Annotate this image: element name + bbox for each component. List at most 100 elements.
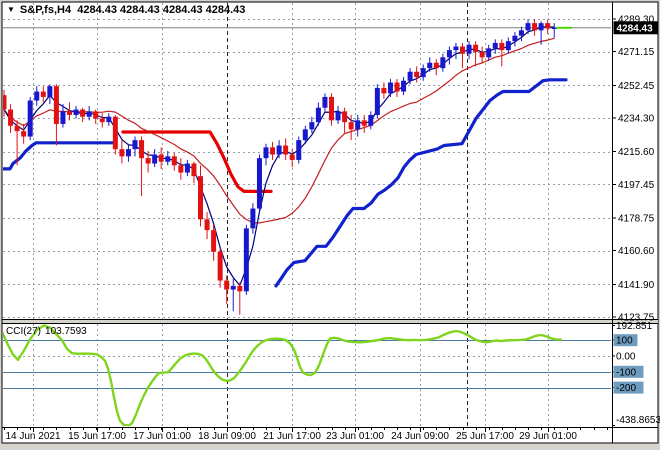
cci-axis-label: 100 xyxy=(616,336,633,347)
price-axis-label: 4160.60 xyxy=(618,246,655,257)
time-axis[interactable]: 14 Jun 2021 15 Jun 17:00 17 Jun 01:00 18 Ju… xyxy=(4,428,608,442)
cci-axis-label: -200 xyxy=(616,383,636,394)
bear-candle-body xyxy=(53,86,59,124)
bear-candle-body xyxy=(198,176,203,220)
cci-level-badge xyxy=(613,334,638,347)
bear-candle-body xyxy=(532,23,538,31)
bear-candle-body xyxy=(80,109,86,117)
bull-candle-body xyxy=(86,111,92,117)
time-axis-label: 25 Jun 17:00 xyxy=(456,431,514,442)
ohlc-values: 4284.43 4284.43 4284.43 4284.43 xyxy=(77,4,246,16)
price-axis-label: 4123.75 xyxy=(618,312,655,323)
bull-candle-body xyxy=(401,80,407,92)
bear-candle-body xyxy=(283,145,289,155)
bear-candle-body xyxy=(329,96,334,121)
bear-candle-body xyxy=(99,118,105,123)
bull-candle-body xyxy=(256,158,262,209)
bull-candle-body xyxy=(184,163,190,173)
candles-layer xyxy=(3,19,557,315)
bear-candle-body xyxy=(433,62,439,69)
bear-candle-body xyxy=(342,111,348,123)
price-axis-label: 4141.90 xyxy=(618,280,655,291)
bull-candle-body xyxy=(263,147,269,159)
bull-candle-body xyxy=(368,114,374,126)
bull-candle-body xyxy=(60,111,66,124)
bull-candle-body xyxy=(315,107,321,123)
bull-candle-body xyxy=(446,50,452,58)
trail-line-blue-2 xyxy=(274,78,568,288)
symbol-period-label: S&P,fs,H4 xyxy=(19,4,72,16)
bear-candle-body xyxy=(460,46,465,54)
bull-candle-body xyxy=(27,100,33,137)
bull-candle-body xyxy=(551,27,557,29)
price-axis-label: 4252.45 xyxy=(618,81,655,92)
bear-candle-body xyxy=(211,230,217,252)
bear-candle-body xyxy=(14,125,20,132)
bull-candle-body xyxy=(505,41,511,51)
bull-candle-body xyxy=(538,23,544,31)
bull-candle-body xyxy=(152,154,158,164)
bull-candle-body xyxy=(47,86,53,97)
bull-candle-body xyxy=(355,120,361,130)
cci-plot-area[interactable] xyxy=(2,324,563,426)
cci-level-badge xyxy=(613,381,644,394)
time-axis-label: 15 Jun 17:00 xyxy=(68,431,126,442)
price-axis-label: 4234.30 xyxy=(618,114,655,125)
bull-candle-body xyxy=(374,87,380,115)
bear-candle-body xyxy=(499,42,505,51)
bull-candle-body xyxy=(525,23,531,31)
bear-candle-body xyxy=(178,165,184,173)
time-axis-label: 14 Jun 2021 xyxy=(5,431,60,442)
bull-candle-body xyxy=(512,35,518,42)
bull-candle-body xyxy=(309,122,315,130)
cci-name: CCI(27) xyxy=(6,326,42,337)
bear-candle-body xyxy=(479,51,485,58)
time-axis-label: 21 Jun 17:00 xyxy=(263,431,321,442)
bear-candle-body xyxy=(171,156,177,166)
cci-axis-label: -438.8653 xyxy=(616,415,660,426)
time-axis-label: 23 Jun 01:00 xyxy=(326,431,384,442)
bear-candle-body xyxy=(40,91,46,97)
bear-candle-body xyxy=(224,280,230,290)
bull-candle-body xyxy=(106,116,112,123)
bear-candle-body xyxy=(394,82,400,92)
bear-candle-body xyxy=(112,116,118,150)
bear-candle-body xyxy=(8,109,14,126)
panel-divider[interactable] xyxy=(2,319,658,324)
cci-indicator-label: CCI(27) 103.7593 xyxy=(6,326,91,337)
bull-candle-body xyxy=(276,145,282,155)
trail-line-red xyxy=(121,130,273,193)
bull-candle-body xyxy=(427,62,433,69)
bear-candle-body xyxy=(414,71,420,78)
price-axis-label: 4178.75 xyxy=(618,213,655,224)
bull-candle-body xyxy=(420,68,426,78)
time-axis-label: 17 Jun 01:00 xyxy=(133,431,191,442)
price-axis[interactable]: 4289.30 4271.15 4252.45 4234.30 4215.60 4197.… xyxy=(612,15,658,324)
time-axis-label: 24 Jun 09:00 xyxy=(391,431,449,442)
bear-candle-body xyxy=(3,95,7,110)
chart-title: ▼ S&P,fs,H4 4284.43 4284.43 4284.43 4284.… xyxy=(7,4,245,16)
cci-axis[interactable]: 192.851 100 0.00 -100 -200 -438.8653 xyxy=(612,321,660,426)
symbol-dropdown-icon[interactable]: ▼ xyxy=(7,5,15,14)
bull-candle-body xyxy=(73,109,79,115)
bear-candle-body xyxy=(21,131,27,137)
bear-candle-body xyxy=(270,147,276,155)
cci-value: 103.7593 xyxy=(45,326,87,337)
main-plot-area[interactable] xyxy=(2,19,573,315)
bull-candle-body xyxy=(132,140,138,150)
bear-candle-body xyxy=(67,111,72,115)
bear-candle-body xyxy=(289,154,295,160)
bull-candle-body xyxy=(440,57,446,69)
bull-candle-body xyxy=(165,156,171,162)
bull-candle-body xyxy=(296,140,302,160)
bear-candle-body xyxy=(348,122,354,130)
bull-candle-body xyxy=(250,208,256,229)
bear-candle-body xyxy=(381,87,387,94)
time-axis-label: 18 Jun 09:00 xyxy=(198,431,256,442)
bull-candle-body xyxy=(322,96,328,108)
current-price-box xyxy=(613,21,658,35)
chart-background xyxy=(2,2,658,443)
bear-candle-body xyxy=(204,219,210,231)
